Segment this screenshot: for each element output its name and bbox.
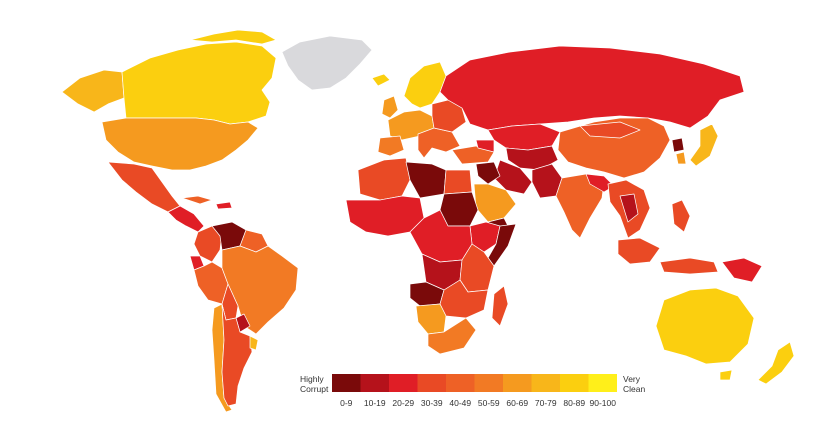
region-turkey xyxy=(451,145,495,165)
legend-bin-label: 60-69 xyxy=(506,398,528,408)
region-hispaniola xyxy=(215,201,233,210)
legend-bin-label: 0-9 xyxy=(340,398,353,408)
region-greenland xyxy=(281,35,373,91)
region-philippines xyxy=(671,199,691,233)
legend-swatch xyxy=(389,374,418,392)
legend-bin-label: 90-100 xyxy=(590,398,617,408)
region-namibia-botswana xyxy=(415,303,447,335)
region-myanmar-cambodia xyxy=(619,193,639,223)
legend-color-scale: 0-9 10-19 20-29 30-39 40-49 50-59 60-69 70-79 80… xyxy=(332,374,617,408)
legend-low-label-line2: Corrupt xyxy=(300,384,329,394)
region-egypt xyxy=(443,169,473,195)
legend-bin-label: 10-19 xyxy=(364,398,386,408)
region-caucasus xyxy=(475,139,495,153)
legend-swatch xyxy=(360,374,389,392)
legend-bin-label: 20-29 xyxy=(392,398,414,408)
region-kazakhstan xyxy=(487,123,561,151)
region-indonesia-west xyxy=(617,237,661,265)
legend-swatch xyxy=(417,374,446,392)
region-canada xyxy=(121,41,277,125)
region-argentina xyxy=(221,303,253,407)
legend-swatch xyxy=(560,374,589,392)
region-iberia xyxy=(377,135,405,157)
legend-bin-label: 80-89 xyxy=(563,398,585,408)
region-cuba xyxy=(181,195,213,205)
legend-high-label-line1: Very xyxy=(623,374,641,384)
region-italy-balkans xyxy=(417,127,461,159)
region-iceland xyxy=(371,73,391,87)
region-korea-south xyxy=(675,151,687,165)
map-legend: Highly Corrupt 0-9 10-19 20-29 30-39 40-49 50… xyxy=(300,374,645,408)
region-russia xyxy=(439,45,745,131)
region-india xyxy=(555,173,605,239)
region-scandinavia xyxy=(403,61,447,109)
legend-bin-label: 30-39 xyxy=(421,398,443,408)
region-madagascar xyxy=(491,285,509,327)
region-korea-north xyxy=(671,137,685,153)
region-central-america xyxy=(167,205,205,233)
region-libya xyxy=(405,161,447,199)
region-mongolia xyxy=(579,121,641,139)
region-south-africa xyxy=(427,317,477,355)
legend-swatch xyxy=(531,374,560,392)
legend-bin-label: 40-49 xyxy=(449,398,471,408)
legend-bin-label: 50-59 xyxy=(478,398,500,408)
legend-bin-label: 70-79 xyxy=(535,398,557,408)
region-japan xyxy=(689,123,719,167)
region-iraq-syria xyxy=(475,161,501,185)
legend-high-label-line2: Clean xyxy=(623,384,645,394)
legend-swatch xyxy=(503,374,532,392)
region-uruguay xyxy=(249,335,259,351)
legend-swatch xyxy=(446,374,475,392)
region-north-africa-west xyxy=(357,157,411,201)
region-uk-ireland xyxy=(381,95,399,119)
region-new-zealand xyxy=(757,341,795,385)
region-indonesia-east xyxy=(659,257,719,275)
region-alaska xyxy=(61,69,125,113)
legend-low-label-line1: Highly xyxy=(300,374,324,384)
legend-swatch xyxy=(588,374,617,392)
region-usa xyxy=(101,117,259,171)
region-tasmania xyxy=(719,369,733,381)
legend-swatch xyxy=(474,374,503,392)
legend-swatch xyxy=(332,374,361,392)
region-southern-africa-north xyxy=(439,279,489,319)
region-papua-new-guinea xyxy=(721,257,763,283)
region-australia xyxy=(655,287,755,365)
region-china xyxy=(557,117,671,179)
region-canada-islands xyxy=(189,29,277,45)
